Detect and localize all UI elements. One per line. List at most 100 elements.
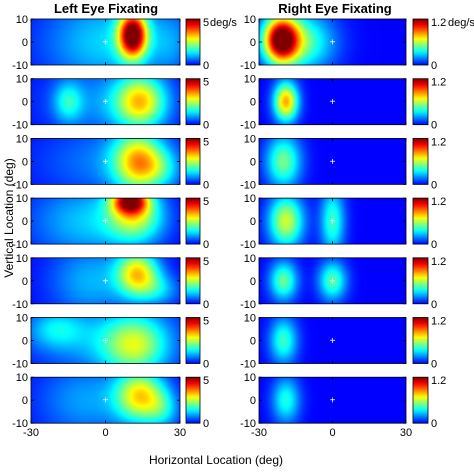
x-tick-label: 30 — [400, 427, 412, 439]
colorbar-min-label: 0 — [203, 179, 209, 191]
right-column-title: Right Eye Fixating — [278, 1, 391, 16]
colorbar-max-label: 1.2 — [431, 316, 446, 328]
y-tick-label: 0 — [250, 37, 256, 49]
colorbar-unit-label: deg/s — [210, 17, 237, 29]
colorbar-max-label: 5 — [203, 77, 209, 89]
colorbar-max-label: 5 — [203, 375, 209, 387]
fixation-marker: + — [103, 157, 109, 168]
colorbar-max-label: 1.2 — [431, 375, 446, 387]
y-tick-label: 10 — [16, 253, 28, 265]
y-tick-label: 10 — [16, 74, 28, 86]
colorbar-max-label: 5 — [203, 196, 209, 208]
colorbar-max-label: 5 — [203, 316, 209, 328]
colorbar-min-label: 0 — [203, 359, 209, 371]
fixation-marker: + — [103, 276, 109, 287]
colorbar — [412, 376, 429, 424]
colorbar-max-label: 1.2 — [431, 196, 446, 208]
y-tick-label: -10 — [12, 359, 28, 371]
fixation-marker: + — [330, 38, 336, 49]
colorbar — [412, 317, 429, 364]
y-tick-label: 0 — [22, 276, 28, 288]
colorbar-max-label: 5 — [203, 136, 209, 148]
fixation-marker: + — [103, 97, 109, 108]
colorbar-min-label: 0 — [203, 120, 209, 132]
heatmap-image — [31, 78, 180, 125]
colorbar — [185, 197, 201, 245]
heatmap-image — [259, 257, 406, 304]
colorbar — [185, 376, 201, 424]
colorbar-min-label: 0 — [203, 60, 209, 72]
heatmap-image — [259, 138, 406, 185]
y-tick-label: 0 — [250, 336, 256, 348]
colorbar — [412, 18, 429, 66]
colorbar — [412, 78, 429, 126]
left-column-title: Left Eye Fixating — [54, 1, 158, 16]
heatmap-image — [31, 198, 180, 245]
y-tick-label: 10 — [244, 372, 256, 384]
colorbar-max-label: 5 — [203, 256, 209, 268]
fixation-marker: + — [330, 157, 336, 168]
y-tick-label: -10 — [240, 418, 256, 430]
panel-grid: +10 0 -10 5 0 deg/s +10 0 -10 5 0 +10 0 -10 5 0 +10 0 -10 5… — [12, 14, 474, 439]
y-tick-label: 10 — [244, 313, 256, 325]
y-tick-label: 0 — [250, 276, 256, 288]
colorbar-min-label: 0 — [203, 239, 209, 251]
heatmap-image — [259, 317, 406, 364]
fixation-marker: + — [330, 336, 336, 347]
colorbar-unit-label: deg/s — [448, 17, 474, 29]
y-tick-label: -10 — [240, 239, 256, 251]
colorbar — [412, 257, 429, 305]
heatmap-image — [31, 377, 180, 424]
y-tick-label: -10 — [12, 239, 28, 251]
fixation-marker: + — [330, 97, 336, 108]
y-axis-label: Vertical Location (deg) — [2, 158, 16, 277]
colorbar-min-label: 0 — [203, 418, 209, 430]
y-tick-label: 0 — [250, 395, 256, 407]
y-tick-label: 0 — [22, 336, 28, 348]
colorbar-max-label: 1.2 — [431, 17, 446, 29]
colorbar — [412, 137, 429, 185]
y-tick-label: 10 — [244, 253, 256, 265]
heatmap-image — [259, 198, 406, 245]
heatmap-image — [31, 138, 180, 185]
colorbar-min-label: 0 — [431, 120, 437, 132]
colorbar-min-label: 0 — [431, 418, 437, 430]
y-tick-label: 0 — [22, 395, 28, 407]
y-tick-label: 10 — [244, 193, 256, 205]
colorbar-max-label: 1.2 — [431, 136, 446, 148]
y-tick-label: 10 — [16, 133, 28, 145]
fixation-marker: + — [330, 396, 336, 407]
heatmap-image — [259, 377, 406, 424]
x-tick-label: -30 — [23, 427, 39, 439]
colorbar — [185, 137, 201, 185]
colorbar — [185, 78, 201, 126]
fixation-marker: + — [103, 217, 109, 228]
colorbar-min-label: 0 — [431, 179, 437, 191]
y-tick-label: -10 — [12, 299, 28, 311]
y-tick-label: -10 — [240, 299, 256, 311]
y-tick-label: -10 — [12, 179, 28, 191]
x-tick-label: 30 — [174, 427, 186, 439]
y-tick-label: 10 — [16, 14, 28, 26]
x-tick-label: -30 — [251, 427, 267, 439]
colorbar-min-label: 0 — [203, 299, 209, 311]
y-tick-label: -10 — [240, 120, 256, 132]
y-tick-label: 0 — [250, 156, 256, 168]
y-tick-label: 10 — [16, 313, 28, 325]
colorbar — [412, 197, 429, 245]
y-tick-label: -10 — [240, 179, 256, 191]
y-tick-label: 10 — [244, 74, 256, 86]
y-tick-label: 10 — [244, 14, 256, 26]
colorbar-max-label: 5 — [203, 17, 209, 29]
heatmap-image — [259, 78, 406, 125]
heatmap-image — [31, 317, 180, 364]
y-tick-label: 0 — [250, 97, 256, 109]
colorbar-min-label: 0 — [431, 60, 437, 72]
heatmap-image — [31, 19, 180, 65]
colorbar-max-label: 1.2 — [431, 77, 446, 89]
colorbar-min-label: 0 — [431, 359, 437, 371]
y-tick-label: 10 — [16, 372, 28, 384]
y-tick-label: -10 — [12, 60, 28, 72]
y-tick-label: -10 — [240, 60, 256, 72]
